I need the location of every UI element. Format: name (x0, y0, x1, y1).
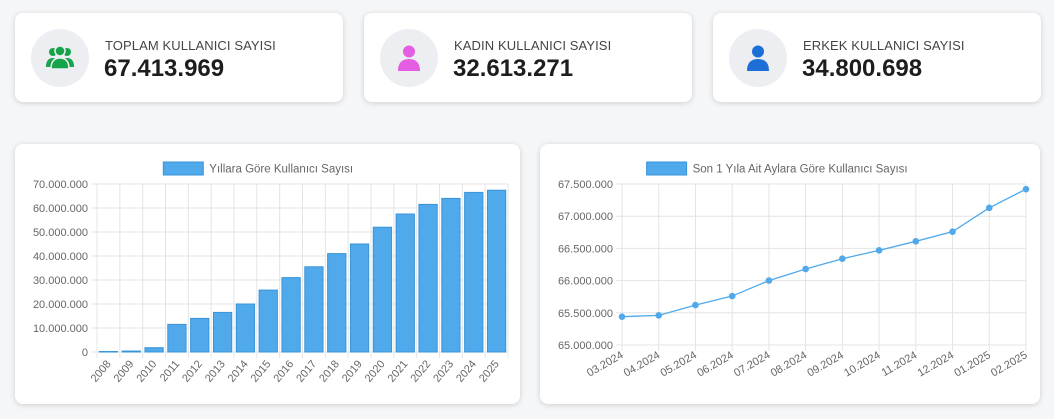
bar (395, 213, 415, 353)
x-tick-label: 2013 (203, 358, 228, 384)
x-tick-label: 06.2024 (695, 349, 735, 379)
bar (235, 303, 256, 353)
data-point (912, 238, 920, 245)
x-tick-label: 09.2024 (805, 349, 845, 379)
y-tick-label: 40.000.000 (33, 251, 88, 263)
x-tick-label: 2022 (408, 358, 433, 384)
bar (258, 289, 278, 353)
stat-card-male: ERKEK KULLANICI SAYISI 34.800.698 (713, 13, 1041, 102)
stat-value: 32.613.271 (453, 55, 574, 82)
x-tick-label: 2016 (271, 358, 296, 384)
data-point (802, 265, 809, 273)
y-tick-label: 65.500.000 (558, 308, 613, 320)
x-tick-label: 2010 (134, 358, 159, 384)
x-tick-label: 2011 (158, 358, 182, 384)
y-tick-label: 70.000.000 (33, 179, 88, 191)
x-tick-label: 2014 (226, 358, 251, 384)
y-tick-label: 66.500.000 (558, 243, 613, 255)
stat-card-total: TOPLAM KULLANICI SAYISI 67.413.969 (15, 13, 343, 102)
data-point (949, 228, 956, 235)
bar (98, 351, 119, 353)
bar (349, 243, 370, 353)
x-tick-label: 01.2025 (952, 349, 992, 379)
y-tick-label: 67.000.000 (558, 211, 613, 223)
x-tick-label: 2015 (249, 358, 274, 384)
bar (190, 317, 210, 353)
y-tick-label: 10.000.000 (33, 323, 88, 335)
x-tick-label: 2017 (294, 358, 319, 384)
stat-value: 67.413.969 (104, 55, 225, 82)
x-tick-label: 2009 (112, 358, 137, 384)
stat-label: TOPLAM KULLANICI SAYISI (105, 38, 276, 53)
legend-label: Yıllara Göre Kullanıcı Sayısı (209, 164, 353, 176)
bar (372, 226, 393, 353)
y-tick-label: 66.000.000 (558, 276, 613, 288)
x-tick-label: 12.2024 (916, 349, 956, 379)
x-tick-label: 2012 (180, 358, 205, 384)
yearly-users-chart-card: Yıllara Göre Kullanıcı Sayısı 0 10.000.000… (15, 144, 520, 404)
stat-icon-circle (380, 29, 438, 87)
data-point (655, 312, 663, 319)
x-tick-label: 11.2024 (880, 349, 920, 379)
bar (418, 203, 438, 353)
bar (281, 277, 301, 353)
data-point (839, 255, 846, 263)
stat-label: KADIN KULLANICI SAYISI (454, 38, 612, 53)
x-tick-label: 2024 (454, 358, 479, 384)
bar (167, 323, 187, 353)
bar (121, 350, 141, 353)
users-group-icon (46, 45, 74, 70)
data-point (618, 313, 626, 320)
x-tick-label: 02.2025 (989, 349, 1029, 379)
legend-label: Son 1 Yıla Ait Aylara Göre Kullanıcı Say… (693, 164, 908, 176)
data-point (985, 204, 993, 212)
stat-value: 34.800.698 (802, 55, 923, 82)
x-tick-label: 04.2024 (622, 349, 662, 379)
data-point (728, 292, 736, 300)
legend-swatch (162, 161, 204, 176)
monthly-users-line-chart: Son 1 Yıla Ait Aylara Göre Kullanıcı Say… (558, 161, 1030, 379)
y-tick-label: 67.500.000 (558, 179, 613, 191)
bar (304, 266, 324, 353)
x-tick-label: 07.2024 (732, 349, 772, 379)
data-point (1022, 185, 1030, 193)
y-tick-label: 20.000.000 (33, 299, 88, 311)
series-line (621, 188, 1027, 318)
x-tick-label: 2019 (340, 358, 365, 384)
x-tick-label: 05.2024 (659, 349, 699, 379)
bar (144, 347, 164, 353)
legend-swatch (646, 161, 688, 176)
stat-icon-circle (729, 29, 787, 87)
x-tick-label: 2020 (363, 358, 388, 384)
x-tick-label: 2023 (431, 358, 456, 384)
stat-card-female: KADIN KULLANICI SAYISI 32.613.271 (364, 13, 692, 102)
y-tick-label: 30.000.000 (33, 275, 88, 287)
yearly-users-bar-chart: Yıllara Göre Kullanıcı Sayısı 0 10.000.000… (33, 161, 509, 385)
bar (486, 189, 507, 353)
data-point (875, 247, 883, 254)
x-tick-label: 2021 (386, 358, 411, 384)
x-tick-label: 2008 (89, 358, 114, 384)
x-tick-label: 10.2024 (842, 349, 882, 379)
x-tick-label: 03.2024 (585, 349, 625, 379)
data-point (692, 301, 699, 309)
y-tick-label: 60.000.000 (33, 203, 88, 215)
x-tick-label: 08.2024 (769, 349, 809, 379)
y-tick-label: 65.000.000 (558, 340, 613, 352)
monthly-users-chart-card: Son 1 Yıla Ait Aylara Göre Kullanıcı Say… (540, 144, 1040, 404)
bar (327, 253, 347, 353)
bar (212, 311, 233, 353)
data-point (765, 277, 773, 284)
stat-label: ERKEK KULLANICI SAYISI (803, 38, 965, 53)
y-tick-label: 50.000.000 (33, 227, 88, 239)
x-tick-label: 2018 (317, 358, 342, 384)
bar (441, 197, 461, 353)
x-tick-label: 2025 (477, 358, 502, 384)
male-user-icon (747, 45, 769, 71)
female-user-icon (398, 45, 420, 71)
bar (464, 191, 484, 353)
y-tick-label: 0 (82, 347, 88, 359)
stat-icon-circle (31, 29, 89, 87)
